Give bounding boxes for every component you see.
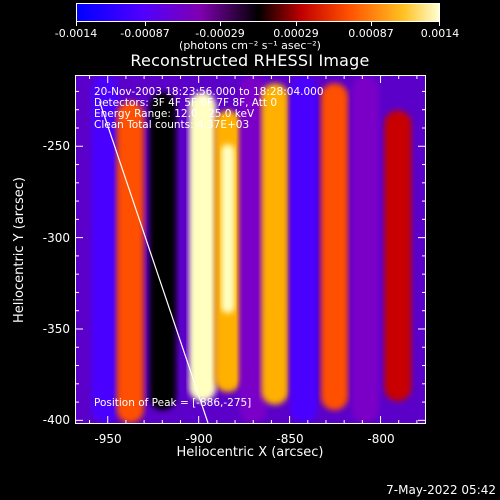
- x-axis-label: Heliocentric X (arcsec): [176, 445, 324, 460]
- heatmap-band-core: [268, 121, 282, 315]
- colorbar-tick: [220, 22, 221, 26]
- colorbar-units-label: (photons cm⁻² s⁻¹ asec⁻²): [179, 39, 321, 52]
- y-tick-label: -400: [42, 413, 70, 427]
- heatmap-band: [239, 76, 267, 423]
- solar-limb-line: [98, 101, 209, 423]
- colorbar: [76, 3, 440, 22]
- colorbar-tick: [76, 22, 77, 26]
- colorbar-tick-label: -0.00029: [195, 27, 245, 40]
- heatmap-band: [91, 76, 119, 423]
- colorbar-tick-label: -0.0014: [54, 27, 98, 40]
- y-tick-label: -350: [42, 322, 70, 336]
- colorbar-tick: [296, 22, 297, 26]
- heatmap-image: [76, 76, 425, 423]
- colorbar-tick: [371, 22, 372, 26]
- x-tick-label: -850: [276, 432, 304, 446]
- y-tick-label: -300: [42, 231, 70, 245]
- date-stamp: 7-May-2022 05:42: [386, 483, 496, 497]
- colorbar-tick: [439, 22, 440, 26]
- x-tick-label: -900: [185, 432, 213, 446]
- info-line: Detectors: 3F 4F 5F 6F 7F 8F, Att 0: [94, 97, 278, 109]
- y-axis-label: Heliocentric Y (arcsec): [12, 177, 27, 323]
- plot-frame: [75, 75, 426, 424]
- heatmap-band-core: [221, 144, 235, 314]
- heatmap-band: [384, 110, 412, 402]
- x-tick-label: -800: [367, 432, 395, 446]
- colorbar-tick-label: 0.00087: [348, 27, 394, 40]
- heatmap-band: [116, 101, 144, 423]
- heatmap-band-core: [195, 129, 210, 315]
- peak-position-label: Position of Peak = [-886,-275]: [94, 397, 252, 409]
- heatmap-band: [321, 83, 349, 411]
- heatmap-band: [149, 92, 177, 411]
- info-line: Clean Total counts: 4.37E+03: [94, 119, 250, 131]
- x-tick-label: -950: [94, 432, 122, 446]
- colorbar-tick-label: -0.00087: [120, 27, 170, 40]
- colorbar-tick: [145, 22, 146, 26]
- info-line: Energy Range: 12.0 - 25.0 keV: [94, 108, 255, 120]
- colorbar-gradient: [77, 4, 439, 21]
- heatmap-band: [351, 76, 379, 423]
- colorbar-tick-label: 0.0014: [420, 27, 460, 40]
- plot-title: Reconstructed RHESSI Image: [130, 51, 370, 70]
- heatmap-band: [290, 76, 318, 423]
- colorbar-tick-label: 0.00029: [273, 27, 319, 40]
- y-tick-label: -250: [42, 139, 70, 153]
- info-line: 20-Nov-2003 18:23:56.000 to 18:28:04.000: [94, 86, 324, 98]
